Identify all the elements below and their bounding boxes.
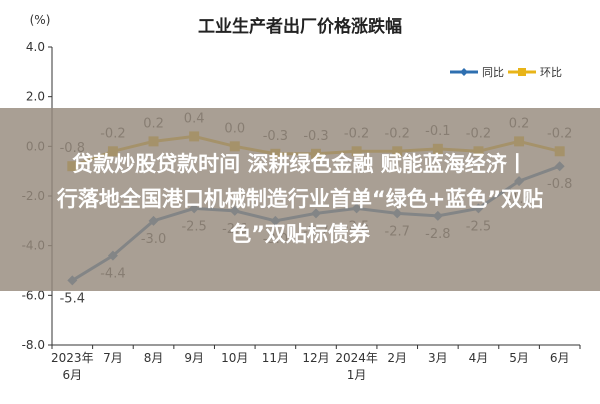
- y-axis-unit-label: (%): [30, 13, 51, 27]
- banner-line-1: 贷款炒股贷款时间 深耕绿色金融 赋能蓝海经济丨: [72, 152, 528, 176]
- x-tick-label: 8月: [144, 351, 164, 365]
- y-tick-label: -6.0: [22, 288, 45, 302]
- legend-label: 环比: [540, 66, 562, 79]
- x-tick-label: 9月: [184, 351, 204, 365]
- x-tick-label: 2024年: [335, 351, 378, 365]
- x-tick-label: 6月: [550, 351, 570, 365]
- x-tick-label: 7月: [103, 351, 123, 365]
- x-tick-label: 12月: [302, 351, 329, 365]
- x-tick-label: 10月: [221, 351, 248, 365]
- x-tick-label: 3月: [428, 351, 448, 365]
- legend-label: 同比: [482, 66, 504, 79]
- chart-title: 工业生产者出厂价格涨跌幅: [198, 16, 402, 37]
- banner-line-2: 行落地全国港口机械制造行业首单“绿色+蓝色”双贴: [56, 187, 544, 211]
- banner-line-3: 色”双贴标债券: [230, 222, 370, 246]
- x-tick-label: 2023年: [51, 351, 94, 365]
- x-tick-label: 5月: [509, 351, 529, 365]
- x-tick-label: 4月: [469, 351, 489, 365]
- x-tick-label: 11月: [262, 351, 289, 365]
- data-label: -5.4: [60, 291, 85, 306]
- y-tick-label: -8.0: [22, 338, 45, 352]
- x-tick-label: 2月: [387, 351, 407, 365]
- y-tick-label: 2.0: [26, 90, 45, 104]
- y-tick-label: 4.0: [26, 40, 45, 54]
- x-tick-label: 6月: [62, 368, 82, 382]
- legend-marker: [518, 68, 526, 76]
- x-tick-label: 1月: [347, 368, 367, 382]
- legend-marker: [460, 68, 468, 76]
- legend: 同比 环比: [450, 66, 562, 79]
- overlay-banner[interactable]: 贷款炒股贷款时间 深耕绿色金融 赋能蓝海经济丨 行落地全国港口机械制造行业首单“…: [0, 108, 600, 291]
